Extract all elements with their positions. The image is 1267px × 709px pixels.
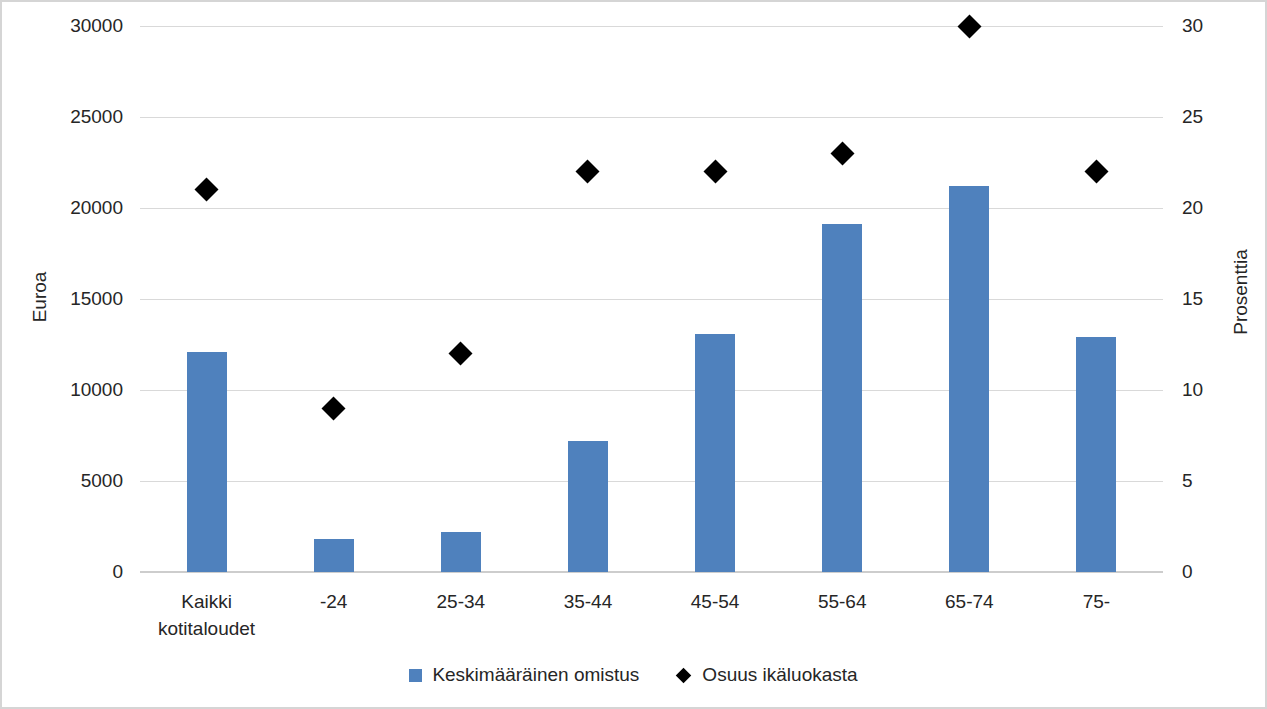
bar [695, 334, 735, 572]
combo-chart: Euroa Prosenttia Keskimääräinen omistus … [0, 0, 1267, 709]
legend-label-scatter: Osuus ikäluokasta [702, 664, 857, 686]
scatter-point [957, 14, 981, 38]
y-axis-tick-right: 25 [1182, 107, 1242, 127]
plot-area [143, 26, 1160, 572]
y-axis-tick-right: 15 [1182, 289, 1242, 309]
y-axis-tick-left: 15000 [2, 289, 123, 309]
bar-series-swatch-icon [409, 669, 422, 682]
x-category-label: 55-64 [772, 588, 912, 615]
y-axis-tick-right: 5 [1182, 471, 1242, 491]
x-category-label: 45-54 [645, 588, 785, 615]
bar [187, 352, 227, 572]
diamond-series-swatch-icon [676, 667, 692, 683]
y-axis-tick-right: 20 [1182, 198, 1242, 218]
y-axis-tick-left: 0 [2, 562, 123, 582]
x-category-label: 25-34 [391, 588, 531, 615]
bar [822, 224, 862, 572]
legend-item-scatter: Osuus ikäluokasta [675, 664, 857, 686]
scatter-point [830, 141, 854, 165]
gridline [140, 117, 1163, 118]
bar [568, 441, 608, 572]
scatter-point [322, 396, 346, 420]
bar [949, 186, 989, 572]
bar [314, 539, 354, 572]
y-axis-tick-right: 0 [1182, 562, 1242, 582]
scatter-point [1084, 160, 1108, 184]
gridline [140, 26, 1163, 27]
gridline [140, 299, 1163, 300]
y-axis-tick-right: 30 [1182, 16, 1242, 36]
gridline [140, 208, 1163, 209]
gridline [140, 481, 1163, 482]
y-axis-tick-left: 25000 [2, 107, 123, 127]
bar [441, 532, 481, 572]
scatter-point [195, 178, 219, 202]
scatter-point [576, 160, 600, 184]
gridline [140, 390, 1163, 391]
y-axis-tick-left: 30000 [2, 16, 123, 36]
x-category-label: 65-74 [899, 588, 1039, 615]
scatter-point [703, 160, 727, 184]
legend-label-bars: Keskimääräinen omistus [432, 664, 639, 686]
legend-item-bars: Keskimääräinen omistus [409, 664, 639, 686]
y-axis-tick-left: 10000 [2, 380, 123, 400]
x-category-label: 35-44 [518, 588, 658, 615]
x-category-label: 75- [1026, 588, 1166, 615]
y-axis-tick-left: 20000 [2, 198, 123, 218]
x-axis-line [140, 571, 1163, 573]
y-axis-tick-left: 5000 [2, 471, 123, 491]
bar [1076, 337, 1116, 572]
legend: Keskimääräinen omistus Osuus ikäluokasta [2, 664, 1265, 686]
y-axis-tick-right: 10 [1182, 380, 1242, 400]
scatter-point [449, 342, 473, 366]
x-category-label: Kaikki kotitaloudet [137, 588, 277, 642]
x-category-label: -24 [264, 588, 404, 615]
